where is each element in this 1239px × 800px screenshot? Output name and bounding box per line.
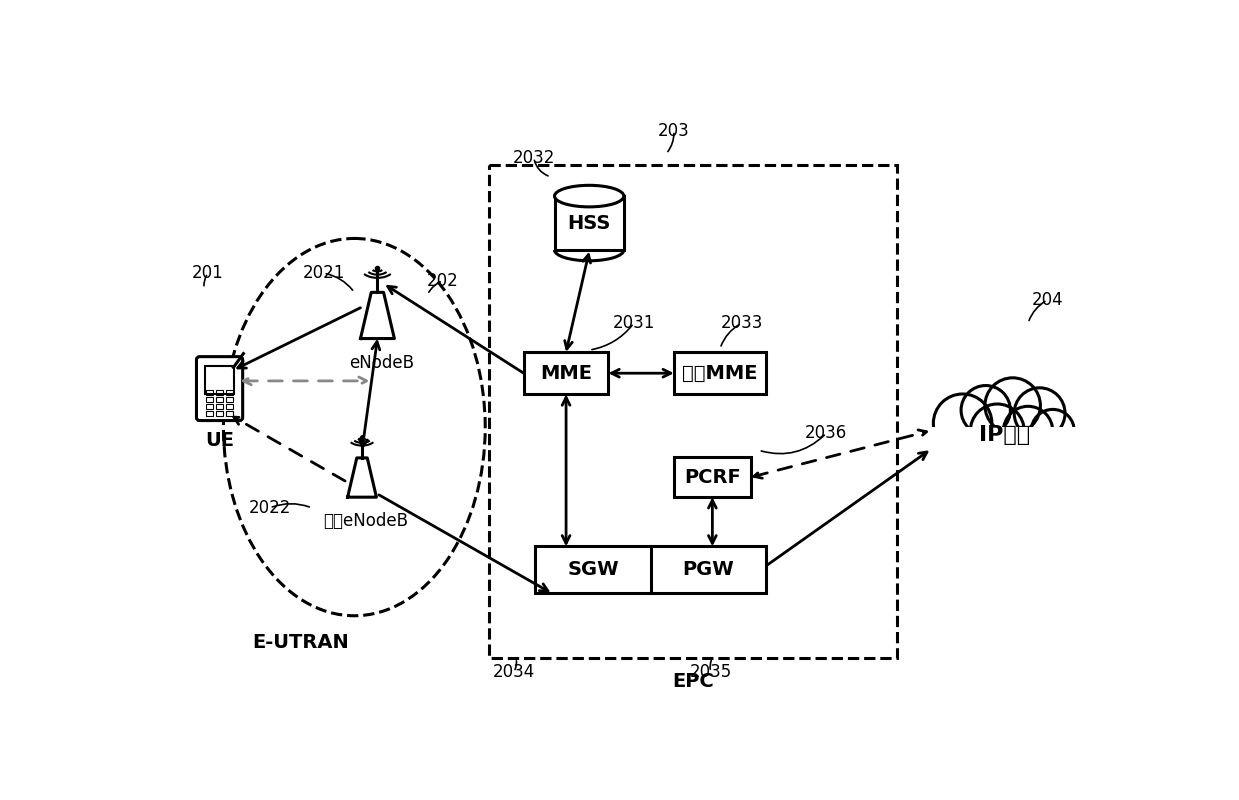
Text: PGW: PGW [683, 560, 735, 579]
Circle shape [1015, 388, 1066, 438]
Bar [535, 546, 766, 593]
Polygon shape [348, 458, 377, 497]
Bar [206, 397, 213, 402]
Bar [216, 404, 223, 409]
Bar [216, 390, 223, 394]
Circle shape [961, 386, 1010, 435]
Bar [206, 390, 213, 394]
Text: MME: MME [540, 364, 592, 382]
Bar [225, 411, 233, 415]
Bar [524, 352, 608, 394]
Text: 2021: 2021 [302, 264, 344, 282]
Bar [216, 411, 223, 415]
FancyBboxPatch shape [197, 357, 243, 421]
Text: 2022: 2022 [249, 499, 291, 517]
Text: 203: 203 [658, 122, 690, 140]
Polygon shape [361, 292, 394, 338]
Text: IP业务: IP业务 [979, 425, 1031, 445]
Circle shape [1031, 410, 1074, 453]
Text: 201: 201 [192, 264, 224, 282]
Text: 其它eNodeB: 其它eNodeB [323, 512, 409, 530]
Bar [216, 397, 223, 402]
Circle shape [933, 394, 992, 453]
Text: EPC: EPC [673, 672, 714, 691]
Text: 其它MME: 其它MME [683, 364, 758, 382]
Bar [204, 366, 234, 394]
Text: HSS: HSS [567, 214, 611, 233]
Circle shape [1004, 406, 1053, 455]
Text: 202: 202 [427, 272, 458, 290]
Text: 2035: 2035 [690, 663, 732, 681]
Bar [206, 411, 213, 415]
Text: 204: 204 [1032, 291, 1063, 309]
Circle shape [985, 378, 1041, 434]
Text: eNodeB: eNodeB [348, 354, 414, 372]
Bar [932, 427, 1078, 466]
Text: UE: UE [206, 431, 234, 450]
Text: 2031: 2031 [612, 314, 655, 332]
Bar [555, 196, 623, 250]
Text: E-UTRAN: E-UTRAN [252, 634, 349, 652]
Text: 2034: 2034 [493, 663, 535, 681]
Ellipse shape [555, 186, 623, 207]
Bar [206, 404, 213, 409]
Text: SGW: SGW [567, 560, 618, 579]
Text: PCRF: PCRF [684, 468, 741, 486]
Circle shape [970, 404, 1025, 458]
Bar [674, 457, 751, 497]
Text: 2033: 2033 [720, 314, 763, 332]
Bar [674, 352, 766, 394]
Bar [225, 390, 233, 394]
Text: 2032: 2032 [513, 149, 555, 166]
Bar [225, 397, 233, 402]
Text: 2036: 2036 [805, 424, 847, 442]
Bar [225, 404, 233, 409]
